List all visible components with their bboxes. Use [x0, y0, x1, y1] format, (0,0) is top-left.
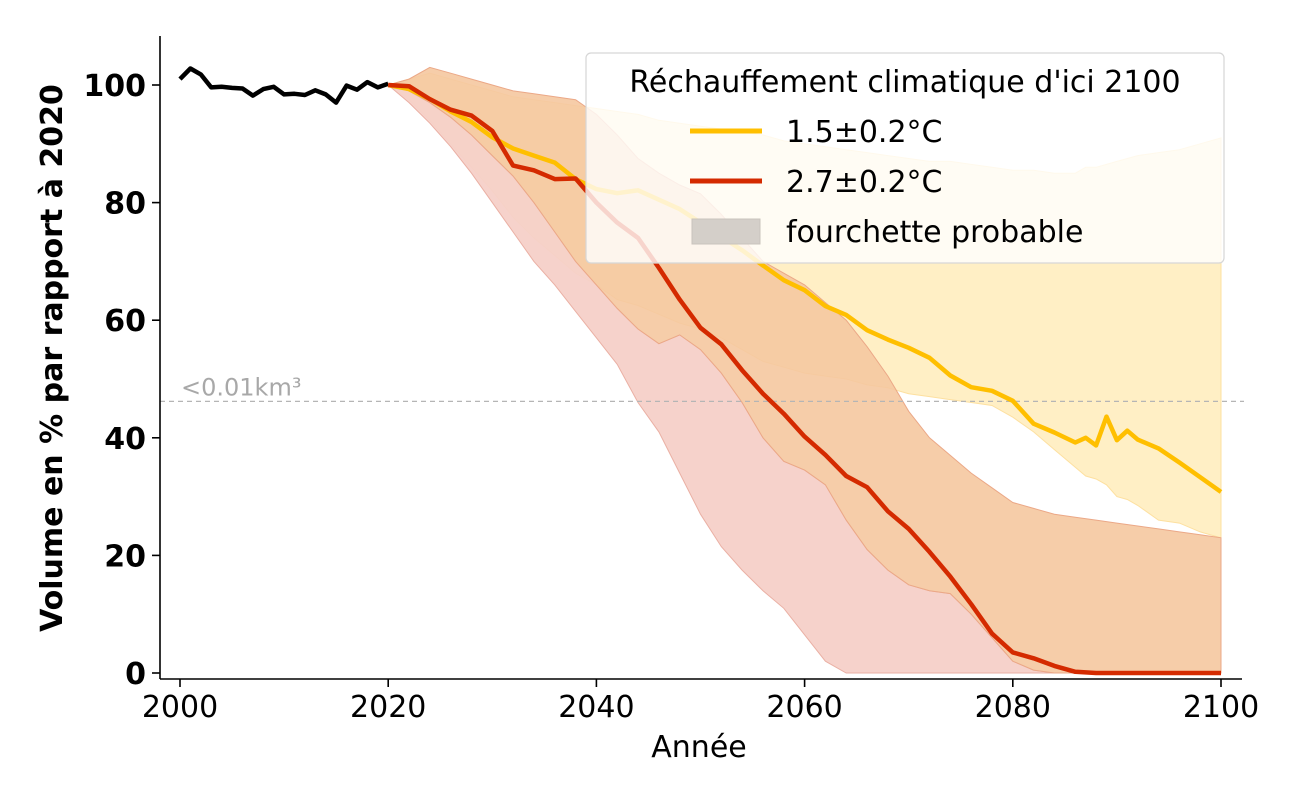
series-1-5-line — [387, 82, 1223, 494]
series-line-layer — [178, 66, 1223, 676]
legend-label-2-7: 2.7±0.2°C — [786, 165, 943, 200]
x-tick-label-2060: 2060 — [766, 690, 842, 725]
y-tick-label-60: 60 — [104, 304, 146, 339]
legend: Réchauffement climatique d'ici 2100 1.5±… — [585, 52, 1225, 264]
x-tick-label-2020: 2020 — [350, 690, 426, 725]
legend-label-range: fourchette probable — [786, 215, 1083, 250]
series-2-7-line — [388, 82, 1221, 676]
x-tick-label-2040: 2040 — [558, 690, 634, 725]
legend-box — [585, 52, 1225, 264]
observed-line — [178, 66, 389, 105]
y-tick-label-0: 0 — [125, 657, 146, 692]
x-tick-label-2000: 2000 — [142, 690, 218, 725]
y-tick-label-100: 100 — [83, 69, 146, 104]
legend-swatch-range — [691, 218, 761, 245]
legend-title: Réchauffement climatique d'ici 2100 — [629, 65, 1180, 100]
reference-line-group: <0.01km³ — [160, 373, 1244, 402]
y-axis-title: Volume en % par rapport à 2020 — [35, 84, 70, 632]
y-tick-label-40: 40 — [104, 422, 146, 457]
x-ticks: 2000 2020 2040 2060 2080 2100 — [142, 679, 1259, 725]
y-ticks: 0 20 40 60 80 100 — [83, 69, 160, 692]
legend-label-1-5: 1.5±0.2°C — [786, 115, 943, 150]
x-tick-label-2100: 2100 — [1183, 690, 1259, 725]
x-tick-label-2080: 2080 — [975, 690, 1051, 725]
y-tick-label-20: 20 — [104, 539, 146, 574]
y-tick-label-80: 80 — [104, 187, 146, 222]
x-axis-title: Année — [651, 730, 746, 765]
reference-line-label: <0.01km³ — [181, 373, 301, 401]
